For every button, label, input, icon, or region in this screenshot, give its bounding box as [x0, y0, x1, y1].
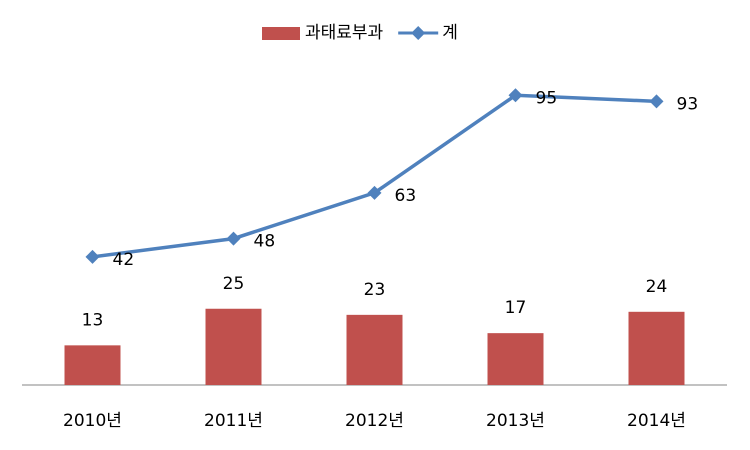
marker — [649, 94, 664, 109]
data-label: 17 — [505, 298, 527, 318]
data-label: 95 — [536, 88, 558, 108]
legend-label: 계 — [442, 23, 458, 43]
x-tick-label: 2013년 — [486, 411, 545, 431]
x-tick-label: 2011년 — [204, 411, 263, 431]
legend-label: 과태료부과 — [305, 23, 384, 43]
data-label: 63 — [395, 186, 417, 206]
line — [92, 93, 657, 259]
x-tick-label: 2014년 — [627, 411, 686, 431]
data-label: 93 — [677, 94, 699, 114]
bar — [628, 311, 685, 385]
x-tick-label: 2010년 — [63, 411, 122, 431]
bar — [487, 333, 544, 385]
legend-marker — [411, 26, 426, 40]
data-label: 23 — [364, 280, 386, 300]
data-label: 13 — [82, 310, 104, 330]
bar — [64, 345, 121, 385]
bar — [346, 314, 403, 385]
data-label: 24 — [646, 277, 668, 297]
bar — [205, 308, 262, 385]
data-label: 42 — [113, 250, 135, 270]
data-label: 25 — [223, 274, 245, 294]
x-tick-label: 2012년 — [345, 411, 404, 431]
marker — [508, 88, 523, 103]
data-label: 48 — [254, 232, 276, 252]
marker — [367, 185, 382, 200]
marker — [226, 231, 241, 246]
legend-swatch — [262, 27, 300, 40]
marker — [85, 249, 100, 264]
